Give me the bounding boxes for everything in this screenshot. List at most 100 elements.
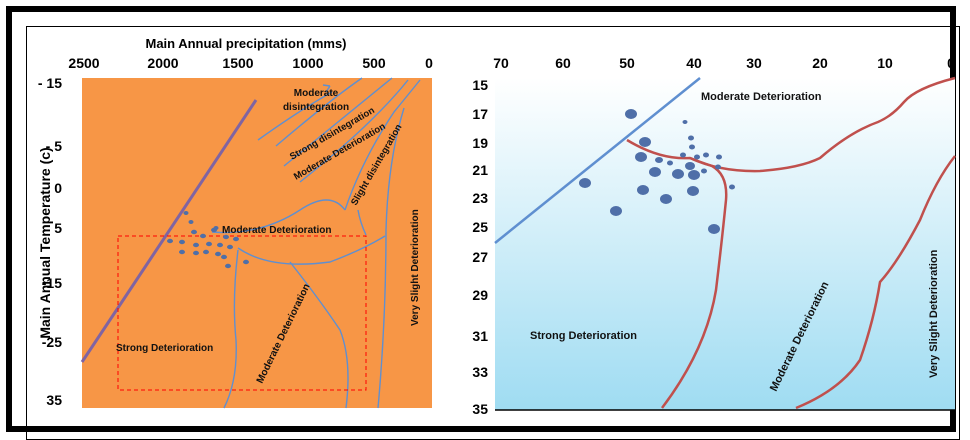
left-dot [191,229,197,235]
left-dot [200,233,206,239]
left-dot [223,234,229,240]
left-dot [179,249,185,255]
right-dot [687,186,699,196]
right-dot [660,194,672,204]
right-dot [703,152,709,158]
right-blue-diagonal [494,77,701,244]
left-zone-very-slight-deterioration: Very Slight Deterioration [410,209,421,326]
left-zone-moderate-disintegration-2: disintegration [283,102,349,113]
right-data-dots [579,109,735,234]
left-diagonal-divide [80,99,258,363]
right-zone-very-slight-deterioration: Very Slight Deterioration [928,249,940,378]
left-boundary-right [377,107,405,409]
left-zone-strong-deterioration: Strong Deterioration [116,343,213,354]
left-dot [233,236,239,242]
left-dot [167,238,173,244]
right-dot [685,162,695,170]
left-boundary-top-arc [257,91,333,141]
left-dot [227,244,233,250]
right-plot-area [495,78,955,410]
right-top-tick-60: 60 [555,55,571,71]
left-y-tick-35: 35 [46,392,62,408]
left-dot [243,259,249,265]
right-y-tick-19: 19 [472,135,488,151]
right-dot [649,167,661,177]
right-dot [701,168,707,174]
left-top-axis-title: Main Annual precipitation (mms) [145,36,346,51]
right-y-tick-27: 27 [472,249,488,265]
left-dot [206,241,212,247]
left-y-tick-m15: - 15 [38,75,62,91]
left-boundary-moddet-top [211,199,346,234]
right-dot [579,178,591,188]
right-dot [689,144,695,150]
right-red-upper [689,76,956,173]
right-panel: 70 60 50 40 30 20 10 0 15 17 19 21 23 25… [472,55,956,417]
left-zone-moderate-disintegration-1: Moderate [294,88,339,99]
left-panel: Main Annual precipitation (mms) 2500 200… [37,36,433,409]
right-red-middle [661,164,728,409]
left-dot [215,251,221,257]
left-dot [188,220,194,224]
left-y-tick-25: -25 [42,334,62,350]
right-top-tick-10: 10 [877,55,893,71]
left-dot [193,250,199,256]
right-top-tick-20: 20 [812,55,828,71]
left-boundary-lines [211,77,421,409]
right-dot [655,157,663,163]
right-dot [610,206,622,216]
right-y-tick-23: 23 [472,190,488,206]
right-dot [708,224,720,234]
right-red-boundaries [626,76,956,410]
right-dot [625,109,637,119]
left-top-tick-1000: 1000 [292,55,323,71]
right-top-tick-40: 40 [686,55,702,71]
right-top-tick-0: 0 [947,55,955,71]
left-y-tick-0: 0 [54,180,62,196]
right-y-tick-31: 31 [472,328,488,344]
left-boundary-strong-vert [223,249,239,409]
left-highlight-box [117,235,367,391]
left-top-tick-500: 500 [362,55,386,71]
right-dot [729,184,735,190]
right-y-tick-21: 21 [472,162,488,178]
left-arrow-head [322,84,331,93]
left-top-tick-2000: 2000 [147,55,178,71]
left-y-axis-title: Main Annual Temperature (c) [37,147,53,338]
right-y-tick-29: 29 [472,287,488,303]
right-dot [688,135,694,141]
left-zone-moderate-deterioration: Moderate Deterioration [222,225,331,236]
left-dot [217,242,223,248]
right-dot [639,137,651,147]
left-boundary-mod-det [283,77,393,167]
right-dot [688,170,700,180]
left-boundary-moddet-bot [237,235,386,265]
left-dot [221,254,227,260]
left-dot [183,211,189,215]
left-y-tick-15: -15 [42,275,62,291]
right-y-tick-33: 33 [472,364,488,380]
right-top-tick-30: 30 [746,55,762,71]
left-boundary-strong-disint [275,77,363,147]
right-zone-moderate-deterioration: Moderate Deterioration [701,91,822,103]
left-boundary-short [357,209,367,236]
right-y-tick-17: 17 [472,106,488,122]
right-y-tick-35: 35 [472,401,488,417]
right-dot [637,185,649,195]
left-boundary-slight-b [344,79,421,211]
left-y-tick-m5: - 5 [46,138,63,154]
left-dot [213,226,219,230]
left-y-tick-5: 5 [54,220,62,236]
right-dot [680,152,686,158]
right-dot [682,120,688,124]
left-dot [193,242,199,248]
right-y-tick-25: 25 [472,219,488,235]
right-red-right [795,155,956,410]
right-dot [694,154,700,160]
right-dot [635,152,647,162]
left-boundary-mod-vert [289,261,349,409]
right-zone-strong-deterioration: Strong Deterioration [530,330,637,342]
right-dot [716,154,722,160]
left-dot [179,239,185,245]
